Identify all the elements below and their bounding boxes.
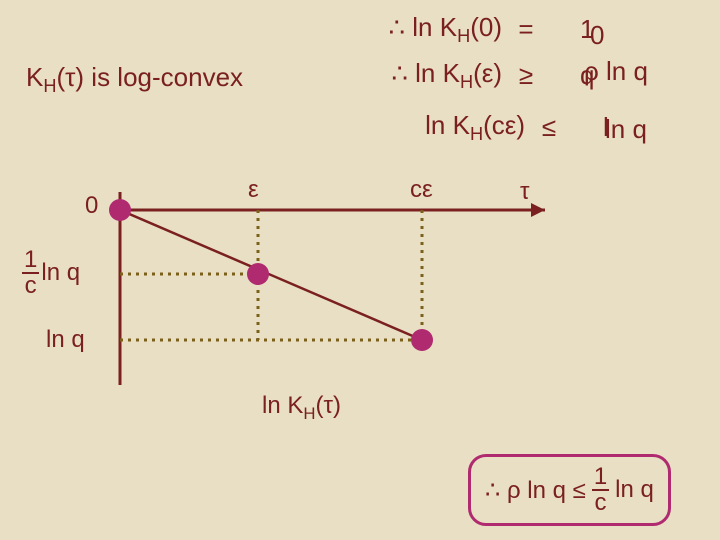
eq-op: ≤ [525,112,573,143]
eq-rhs: qρ ln q [580,60,670,91]
diagram-caption: ln KH(τ) [262,392,341,424]
eq-lhs: ln KH(cε) [333,110,525,145]
conclusion-suffix: ln q [615,476,654,504]
eq-op: = [502,14,550,45]
eq-rhs-overlay: ln q [605,114,647,145]
eq-rhs: 10 [580,14,670,45]
conclusion-frac: 1 c [592,465,609,515]
eq-op: ≥ [502,60,550,91]
chord-line [120,210,422,340]
y-label-1: ln q [46,326,85,354]
diagram-svg [30,180,570,410]
equation-row-0: ∴ ln KH(0)= 10 [310,12,670,47]
x-label-0: 0 [85,192,98,220]
log-convex-diagram: 0εcετ1cln qln qln KH(τ) [30,180,570,410]
node-ceps [411,329,433,351]
conclusion-box: ∴ ρ ln q ≤ 1 c ln q [468,454,671,526]
x-axis-arrow [531,203,545,217]
frac-num: 1 [592,465,609,491]
equation-row-2: ln KH(cε)≤ lln q [333,110,693,145]
log-convex-note: KH(τ) is log-convex [26,62,243,97]
note-text: KH(τ) is log-convex [26,62,243,92]
x-label-2: cε [410,176,433,204]
x-label-3: τ [520,178,529,206]
frac-den: c [592,491,609,515]
conclusion-prefix: ∴ ρ ln q ≤ [485,476,586,505]
eq-rhs: lln q [603,112,693,143]
y-label-0: 1cln q [22,248,80,298]
node-origin [109,199,131,221]
node-eps [247,263,269,285]
eq-lhs: ∴ ln KH(ε) [310,58,502,93]
x-label-1: ε [248,176,259,204]
eq-rhs-overlay: 0 [590,20,604,51]
equation-row-1: ∴ ln KH(ε)≥ qρ ln q [310,58,670,93]
eq-lhs: ∴ ln KH(0) [310,12,502,47]
eq-rhs-overlay: ρ ln q [584,56,648,87]
